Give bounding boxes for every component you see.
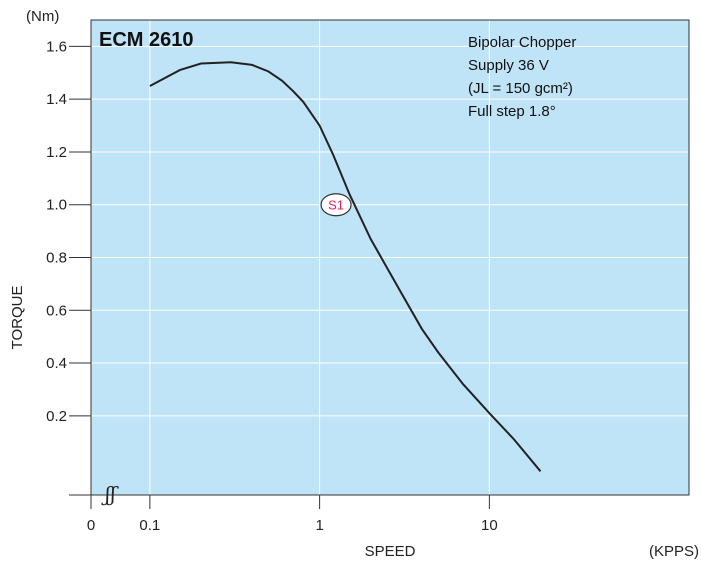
y-tick-label: 0.4 (46, 355, 67, 372)
grid-lines (91, 20, 689, 495)
torque-curve (149, 61, 542, 472)
chart-title: ECM 2610 (99, 29, 194, 51)
annotation-line: Bipolar Chopper (468, 34, 576, 51)
y-tick-label: 0.8 (46, 250, 67, 267)
s1-callout: S1 (320, 193, 352, 217)
y-axis-unit: (Nm) (26, 8, 59, 25)
chart-annotations: Bipolar Chopper Supply 36 V (JL = 150 gcm²… (468, 34, 576, 120)
x-tick-label: 1 (315, 517, 323, 534)
x-tick-label: 0.1 (139, 517, 160, 534)
x-tick-label: 10 (481, 517, 498, 534)
s1-callout-ellipse (320, 193, 352, 217)
annotation-line: (JL = 150 gcm²) (468, 80, 573, 97)
y-tick-label: 0.2 (46, 408, 67, 425)
annotation-line: Supply 36 V (468, 57, 549, 74)
y-tick-label: 1.2 (46, 144, 67, 161)
axis-break-symbol: ʃʃ (101, 482, 119, 506)
x-axis-ticks: 0.1 1 10 (90, 495, 498, 534)
y-axis-ticks: 0.2 0.4 0.6 0.8 1.0 1.2 1.4 1.6 (46, 38, 91, 496)
x-axis-unit: (KPPS) (649, 543, 699, 560)
y-tick-label: 0.6 (46, 302, 67, 319)
y-tick-label: 1.0 (46, 197, 67, 214)
x-axis-title: SPEED (365, 543, 416, 560)
y-tick-label: 1.6 (46, 38, 67, 55)
y-tick-label: 1.4 (46, 91, 67, 108)
s1-callout-label: S1 (328, 198, 344, 213)
x-zero-label: 0 (87, 517, 95, 534)
y-axis-title: TORQUE (9, 286, 26, 350)
annotation-line: Full step 1.8° (468, 103, 556, 120)
